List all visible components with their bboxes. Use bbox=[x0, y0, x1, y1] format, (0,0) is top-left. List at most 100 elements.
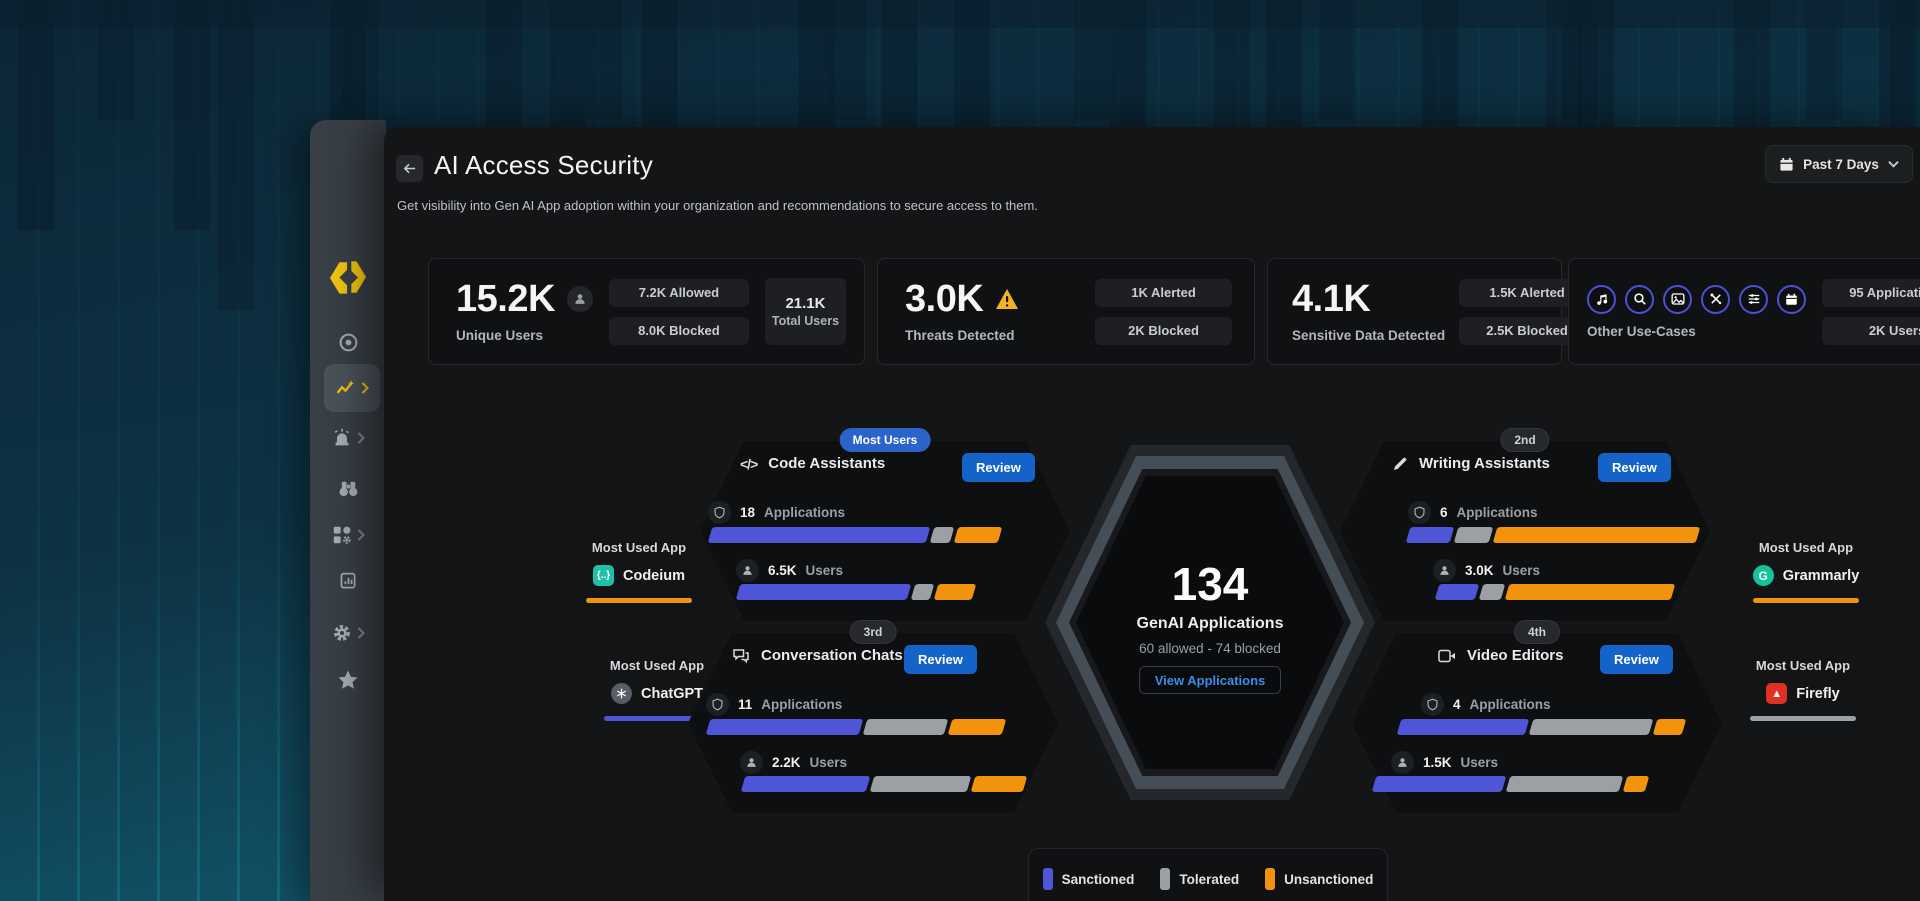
firefly-app-icon: ▲ bbox=[1766, 683, 1788, 704]
ai-trend-icon bbox=[336, 379, 354, 394]
music-icon bbox=[1587, 284, 1616, 314]
sidebar-item-reports[interactable] bbox=[310, 567, 386, 595]
chevron-right-icon bbox=[357, 529, 365, 541]
apps-label: Applications bbox=[761, 697, 843, 712]
stat-card-other-use-cases: Other Use-Cases 95 Applications 2K Users bbox=[1568, 258, 1920, 365]
unsanctioned-segment bbox=[947, 719, 1007, 735]
most-used-app-card-codeium: Most Used App {..} Codeium bbox=[533, 527, 745, 621]
app-name: Codeium bbox=[622, 567, 686, 584]
rank-badge: 4th bbox=[1514, 620, 1560, 644]
sidebar-item-investigate[interactable] bbox=[310, 474, 386, 502]
chat-icon bbox=[733, 648, 749, 663]
category-title: Video Editors bbox=[1467, 647, 1564, 664]
app-logo[interactable] bbox=[310, 258, 386, 296]
users-bar bbox=[1371, 776, 1653, 792]
siren-icon bbox=[334, 428, 349, 446]
legend-label: Tolerated bbox=[1179, 871, 1240, 887]
applications-pill: 95 Applications bbox=[1822, 278, 1920, 307]
users-label: Users bbox=[809, 755, 848, 770]
review-button[interactable]: Review bbox=[962, 453, 1035, 482]
unsanctioned-segment bbox=[1652, 719, 1687, 735]
sanctioned-segment bbox=[740, 776, 871, 792]
apps-count: 18 bbox=[740, 505, 756, 520]
sanctioned-segment bbox=[707, 527, 930, 543]
total-users-box: 21.1K Total Users bbox=[764, 278, 846, 345]
apps-grid-icon bbox=[333, 526, 351, 544]
view-applications-button[interactable]: View Applications bbox=[1139, 666, 1281, 694]
warning-icon bbox=[996, 289, 1019, 309]
tolerated-segment bbox=[1479, 584, 1506, 600]
category-title: Conversation Chats bbox=[761, 647, 903, 664]
app-status-underline bbox=[586, 598, 692, 603]
blocked-pill: 2K Blocked bbox=[1095, 316, 1232, 345]
back-button[interactable] bbox=[396, 155, 423, 182]
sanctioned-segment bbox=[1396, 719, 1530, 735]
category-card-code-assistants: Most Users </> Code Assistants Review 18… bbox=[700, 428, 1070, 621]
pencil-icon bbox=[1394, 457, 1407, 470]
users-count: 2.2K bbox=[772, 755, 801, 770]
back-arrow-icon bbox=[403, 163, 416, 174]
unsanctioned-segment bbox=[1622, 776, 1650, 792]
app-status-underline bbox=[1750, 716, 1856, 721]
app-name: Firefly bbox=[1796, 685, 1840, 702]
applications-bar bbox=[707, 527, 1007, 543]
users-bar bbox=[735, 584, 979, 600]
rank-badge: Most Users bbox=[839, 428, 931, 452]
blocked-pill: 8.0K Blocked bbox=[608, 316, 749, 345]
threats-label: Threats Detected bbox=[905, 328, 1015, 343]
category-card-writing-assistants: 2nd Writing Assistants Review 6 Applicat… bbox=[1340, 428, 1710, 621]
shield-icon bbox=[706, 693, 729, 716]
sidebar-item-favorites[interactable] bbox=[310, 666, 386, 694]
chatgpt-app-icon bbox=[610, 683, 632, 704]
review-button[interactable]: Review bbox=[1598, 453, 1671, 482]
unique-users-label: Unique Users bbox=[456, 328, 544, 343]
genai-applications-label: GenAI Applications bbox=[1136, 615, 1284, 632]
sidebar-item-alerts[interactable] bbox=[310, 424, 386, 452]
user-icon bbox=[740, 751, 763, 774]
tolerated-segment bbox=[911, 584, 935, 600]
most-used-app-label: Most Used App bbox=[609, 658, 705, 673]
sanctioned-segment bbox=[1371, 776, 1507, 792]
review-button[interactable]: Review bbox=[1600, 645, 1673, 674]
stat-card-threats: 3.0K Threats Detected 1K Alerted 2K Bloc… bbox=[877, 258, 1255, 365]
allowed-blocked-summary: 60 allowed - 74 blocked bbox=[1139, 641, 1281, 656]
apps-count: 4 bbox=[1453, 697, 1461, 712]
users-bar bbox=[1434, 584, 1678, 600]
sidebar-item-settings[interactable] bbox=[310, 619, 386, 647]
users-count: 1.5K bbox=[1423, 755, 1452, 770]
users-label: Users bbox=[1460, 755, 1499, 770]
chevron-down-icon bbox=[1888, 161, 1899, 168]
apps-label: Applications bbox=[1456, 505, 1538, 520]
most-used-app-card-grammarly: Most Used App G Grammarly bbox=[1700, 527, 1912, 621]
page-title: AI Access Security bbox=[434, 150, 653, 180]
sensitive-data-value: 4.1K bbox=[1292, 278, 1371, 320]
applications-bar bbox=[1396, 719, 1694, 735]
users-label: Users bbox=[805, 563, 844, 578]
unsanctioned-segment bbox=[970, 776, 1027, 792]
threats-value: 3.0K bbox=[905, 278, 984, 320]
unsanctioned-segment bbox=[1504, 584, 1676, 600]
review-button[interactable]: Review bbox=[904, 645, 977, 674]
alerted-pill: 1K Alerted bbox=[1095, 278, 1232, 307]
sidebar-item-monitor[interactable] bbox=[310, 328, 386, 356]
unsanctioned-swatch bbox=[1265, 868, 1276, 890]
legend-label: Sanctioned bbox=[1061, 871, 1135, 887]
apps-label: Applications bbox=[764, 505, 846, 520]
chevron-right-icon bbox=[357, 627, 365, 639]
star-icon bbox=[338, 670, 358, 689]
shield-icon bbox=[708, 501, 731, 524]
sidebar-item-apps[interactable] bbox=[310, 521, 386, 549]
sanctioned-segment bbox=[705, 719, 864, 735]
app-name: Grammarly bbox=[1782, 567, 1860, 584]
most-used-app-card-firefly: Most Used App ▲ Firefly bbox=[1692, 645, 1914, 739]
page-subtitle: Get visibility into Gen AI App adoption … bbox=[397, 198, 1038, 213]
users-pill: 2K Users bbox=[1822, 316, 1920, 345]
unique-users-value: 15.2K bbox=[456, 278, 555, 320]
sidebar-item-ai-access-security-active[interactable] bbox=[324, 364, 380, 412]
binoculars-icon bbox=[338, 481, 358, 496]
app-status-underline bbox=[1753, 598, 1859, 603]
video-camera-icon bbox=[1438, 649, 1455, 662]
sanctioned-swatch bbox=[1042, 868, 1053, 890]
logo-icon bbox=[329, 260, 367, 294]
time-filter-dropdown[interactable]: Past 7 Days bbox=[1765, 145, 1913, 183]
